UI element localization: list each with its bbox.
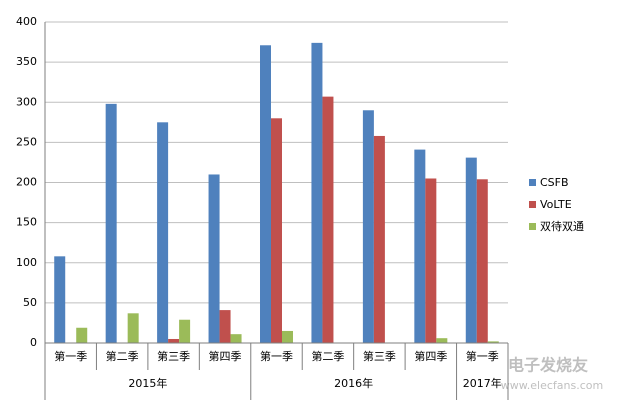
- bar: [230, 334, 242, 343]
- bar: [311, 42, 323, 344]
- bar: [362, 110, 374, 344]
- bar: [76, 327, 88, 343]
- y-tick-label: 250: [16, 135, 37, 148]
- watermark-brand: 电子发烧友: [508, 356, 589, 375]
- legend-label: 双待双通: [540, 219, 584, 233]
- y-tick-label: 400: [16, 15, 37, 28]
- legend-swatch: [529, 223, 536, 230]
- x-tick-label: 第二季: [106, 349, 139, 363]
- watermark-url: www.elecfans.com: [501, 379, 603, 392]
- x-tick-label: 第三季: [157, 349, 190, 363]
- legend-label: CSFB: [540, 176, 569, 189]
- x-tick-label: 第一季: [260, 349, 293, 363]
- y-tick-label: 150: [16, 216, 37, 229]
- group-label: 2015年: [128, 376, 167, 390]
- x-tick-label: 第一季: [54, 349, 87, 363]
- bar: [208, 174, 220, 343]
- x-tick-label: 第二季: [311, 349, 344, 363]
- bar: [54, 256, 66, 343]
- bar: [157, 122, 169, 343]
- bar: [476, 179, 488, 343]
- bar: [219, 310, 231, 343]
- bar: [260, 45, 271, 344]
- y-tick-label: 200: [16, 176, 37, 189]
- bar: [322, 96, 334, 343]
- bar: [271, 118, 282, 343]
- bar: [487, 341, 499, 343]
- legend-label: VoLTE: [540, 198, 572, 211]
- bar: [179, 319, 191, 343]
- group-label: 2016年: [334, 376, 373, 390]
- legend-swatch: [529, 201, 536, 208]
- group-label: 2017年: [463, 376, 502, 390]
- x-tick-label: 第四季: [209, 349, 242, 363]
- bar: [414, 149, 426, 343]
- x-tick-label: 第四季: [414, 349, 447, 363]
- bar: [425, 178, 437, 343]
- bar: [127, 313, 139, 343]
- bar: [465, 157, 477, 343]
- bar: [436, 338, 448, 343]
- y-tick-label: 350: [16, 55, 37, 68]
- bar: [282, 330, 293, 343]
- y-tick-label: 50: [23, 296, 37, 309]
- x-tick-label: 第三季: [363, 349, 396, 363]
- y-tick-label: 100: [16, 256, 37, 269]
- bar: [105, 103, 117, 343]
- y-tick-label: 0: [30, 336, 37, 349]
- y-tick-label: 300: [16, 95, 37, 108]
- legend-swatch: [529, 179, 536, 186]
- bar: [373, 135, 385, 343]
- x-tick-label: 第一季: [466, 349, 499, 363]
- bar: [168, 338, 180, 343]
